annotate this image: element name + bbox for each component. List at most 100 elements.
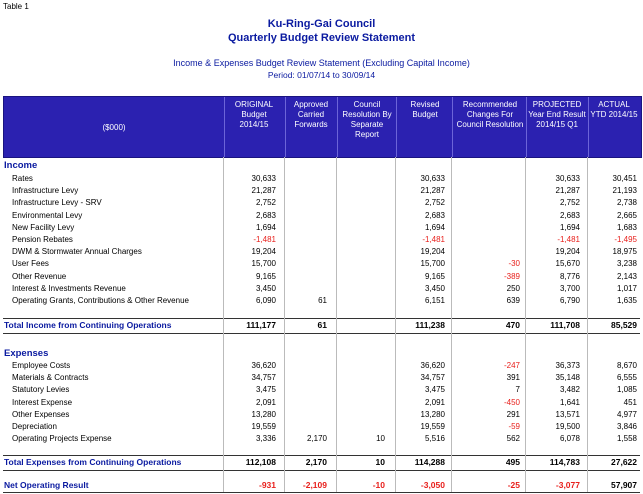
cell-actual: 4,977 <box>616 409 637 419</box>
cell-revised: 1,694 <box>424 222 445 232</box>
cell-recommended: -389 <box>503 271 520 281</box>
cell-recommended: -25 <box>507 480 520 490</box>
cell-original: 36,620 <box>251 361 276 370</box>
table-row: Other Expenses 13,280 13,280 291 13,571 4,977 <box>0 410 643 422</box>
header-projected: PROJECTED Year End Result 2014/15 Q1 <box>528 100 586 129</box>
table-row: Infrastructure Levy - SRV 2,752 2,752 2,752… <box>0 198 643 210</box>
total-label: Total Expenses from Continuing Operation… <box>4 457 182 467</box>
header-divider <box>588 97 589 157</box>
cell-original: 9,165 <box>255 271 276 281</box>
row-label: Materials & Contracts <box>12 373 89 383</box>
cell-original: -931 <box>258 480 276 490</box>
cell-actual: 21,193 <box>612 186 637 196</box>
cell-recommended: -59 <box>508 422 520 431</box>
header-divider <box>396 97 397 157</box>
cell-recommended: 470 <box>505 320 520 330</box>
cell-actual: 30,451 <box>612 174 637 183</box>
cell-original: 2,091 <box>255 397 276 407</box>
cell-projected: -3,077 <box>555 480 580 490</box>
rule <box>3 455 640 456</box>
cell-original: 111,177 <box>246 320 276 330</box>
statement-title: Quarterly Budget Review Statement <box>227 32 416 44</box>
cell-actual: 2,665 <box>616 210 637 220</box>
cell-revised: -3,050 <box>420 480 445 490</box>
header-actual: ACTUAL YTD 2014/15 <box>590 100 638 119</box>
cell-revised: 111,238 <box>415 320 445 330</box>
cell-projected: 2,752 <box>559 198 580 208</box>
cell-actual: 1,558 <box>616 434 637 444</box>
cell-projected: 111,708 <box>550 320 580 330</box>
cell-original: 19,559 <box>251 422 276 431</box>
cell-actual: 3,846 <box>616 422 637 431</box>
row-label: Infrastructure Levy <box>12 186 79 196</box>
rule <box>3 492 640 493</box>
header-revised: Revised Budget <box>410 100 440 119</box>
cell-recommended: 562 <box>506 434 520 444</box>
cell-revised: 2,091 <box>424 397 445 407</box>
table-row: DWM & Stormwater Annual Charges 19,204 19,… <box>0 247 643 259</box>
row-label: Operating Grants, Contributions & Other … <box>12 296 189 305</box>
cell-approved: 2,170 <box>305 457 327 467</box>
row-label: Interest Expense <box>12 397 73 407</box>
cell-original: -1,481 <box>253 235 276 244</box>
row-label: DWM & Stormwater Annual Charges <box>12 247 142 257</box>
table-row: User Fees 15,700 15,700 -30 15,670 3,238 <box>0 259 643 271</box>
cell-actual: 27,622 <box>611 457 637 467</box>
column-divider <box>395 157 396 492</box>
cell-recommended: -450 <box>503 397 520 407</box>
cell-revised: 15,700 <box>420 259 445 269</box>
total-row: Total Expenses from Continuing Operation… <box>0 457 643 469</box>
row-label: User Fees <box>12 259 49 269</box>
cell-projected: 114,783 <box>549 457 580 467</box>
cell-actual: 18,975 <box>612 247 637 257</box>
header-divider <box>337 97 338 157</box>
cell-actual: 451 <box>623 397 637 407</box>
cell-projected: 21,287 <box>555 186 580 196</box>
cell-original: 6,090 <box>255 296 276 305</box>
cell-projected: 3,700 <box>559 283 580 293</box>
cell-original: 3,450 <box>255 283 276 293</box>
expenses-heading: Expenses <box>4 348 49 359</box>
table-row: Operating Projects Expense 3,336 2,170 10 5,… <box>0 434 643 446</box>
table-row: Interest & Investments Revenue 3,450 3,450… <box>0 284 643 296</box>
header-units: ($000) <box>102 123 126 132</box>
cell-revised: 5,516 <box>424 434 445 444</box>
table-row: Other Revenue 9,165 9,165 -389 8,776 2,143 <box>0 272 643 284</box>
table-row: Statutory Levies 3,475 3,475 7 3,482 1,085 <box>0 385 643 397</box>
cell-actual: 3,238 <box>616 259 637 269</box>
cell-revised: 9,165 <box>424 271 445 281</box>
table-row: Infrastructure Levy 21,287 21,287 21,287 21,… <box>0 186 643 198</box>
cell-revised: 30,633 <box>420 174 445 183</box>
cell-projected: 6,078 <box>559 434 580 444</box>
cell-revised: 3,450 <box>424 283 445 293</box>
table-header: ($000) ORIGINAL Budget 2014/15 Approved … <box>3 96 642 158</box>
table-row: Rates 30,633 30,633 30,633 30,451 <box>0 174 643 186</box>
cell-original: 34,757 <box>251 373 276 383</box>
row-label: Environmental Levy <box>12 210 83 220</box>
row-label: Other Expenses <box>12 409 70 419</box>
cell-original: 112,108 <box>245 457 276 467</box>
cell-revised: 13,280 <box>420 409 445 419</box>
row-label: Operating Projects Expense <box>12 434 112 444</box>
cell-revised: 3,475 <box>424 385 445 395</box>
cell-actual: 1,635 <box>616 296 637 305</box>
table-row: Materials & Contracts 34,757 34,757 391 35,1… <box>0 373 643 385</box>
header-divider <box>224 97 225 157</box>
row-label: Other Revenue <box>12 271 67 281</box>
cell-revised: 34,757 <box>420 373 445 383</box>
column-divider <box>525 157 526 492</box>
cell-actual: 1,085 <box>616 385 637 395</box>
report-title: Income & Expenses Budget Review Statemen… <box>173 58 470 68</box>
period-label: Period: 01/07/14 to 30/09/14 <box>267 70 376 80</box>
cell-approved: 61 <box>317 320 327 330</box>
cell-recommended: -247 <box>503 361 520 370</box>
cell-projected: 1,694 <box>559 222 580 232</box>
cell-actual: 6,555 <box>616 373 637 383</box>
cell-projected: 8,776 <box>559 271 580 281</box>
cell-actual: -1,495 <box>614 235 637 244</box>
table-row: Employee Costs 36,620 36,620 -247 36,373 8,67… <box>0 361 643 373</box>
cell-original: 13,280 <box>251 409 276 419</box>
cell-revised: 114,288 <box>414 457 445 467</box>
cell-council: 10 <box>375 457 385 467</box>
rule <box>3 470 640 471</box>
